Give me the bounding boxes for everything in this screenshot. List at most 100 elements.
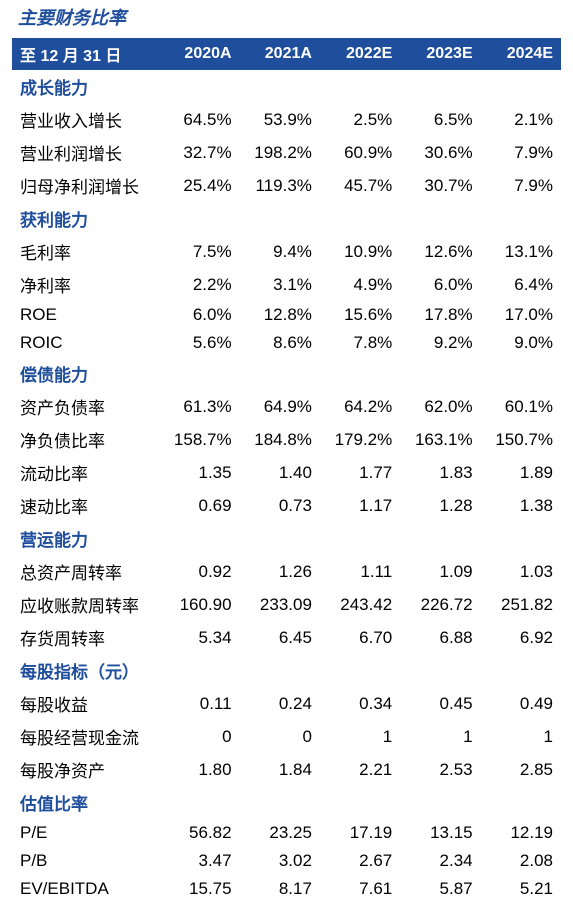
section-header-row: 成长能力 — [12, 70, 561, 103]
row-label: 每股经营现金流 — [12, 720, 159, 753]
table-row: ROE6.0%12.8%15.6%17.8%17.0% — [12, 301, 561, 329]
table-row: 资产负债率61.3%64.9%64.2%62.0%60.1% — [12, 390, 561, 423]
row-value: 6.70 — [320, 621, 400, 654]
table-row: 存货周转率5.346.456.706.886.92 — [12, 621, 561, 654]
row-value: 179.2% — [320, 423, 400, 456]
row-label: 营业利润增长 — [12, 136, 159, 169]
row-value: 0.11 — [159, 687, 239, 720]
row-value: 1.28 — [400, 489, 480, 522]
financial-ratios-table: 主要财务比率 至 12 月 31 日 2020A 2021A 2022E 202… — [0, 0, 573, 915]
row-label: 毛利率 — [12, 235, 159, 268]
row-value: 5.6% — [159, 329, 239, 357]
row-value: 184.8% — [240, 423, 320, 456]
row-value: 2.85 — [481, 753, 561, 786]
row-value: 1.40 — [240, 456, 320, 489]
row-value: 1.26 — [240, 555, 320, 588]
table-row: 归母净利润增长25.4%119.3%45.7%30.7%7.9% — [12, 169, 561, 202]
row-value: 17.8% — [400, 301, 480, 329]
row-label: 速动比率 — [12, 489, 159, 522]
row-label: EV/EBITDA — [12, 875, 159, 903]
row-label: 资产负债率 — [12, 390, 159, 423]
row-label: 每股收益 — [12, 687, 159, 720]
row-value: 233.09 — [240, 588, 320, 621]
table-row: 每股收益0.110.240.340.450.49 — [12, 687, 561, 720]
row-value: 64.5% — [159, 103, 239, 136]
row-value: 0.34 — [320, 687, 400, 720]
row-value: 6.5% — [400, 103, 480, 136]
row-value: 25.4% — [159, 169, 239, 202]
table-title: 主要财务比率 — [12, 4, 561, 30]
header-col-3: 2023E — [400, 38, 480, 70]
row-value: 60.9% — [320, 136, 400, 169]
section-name: 估值比率 — [12, 786, 561, 819]
row-value: 15.75 — [159, 875, 239, 903]
row-value: 2.08 — [481, 847, 561, 875]
section-header-row: 获利能力 — [12, 202, 561, 235]
row-value: 0 — [159, 720, 239, 753]
row-value: 6.0% — [400, 268, 480, 301]
row-value: 23.25 — [240, 819, 320, 847]
row-value: 7.8% — [320, 329, 400, 357]
row-value: 150.7% — [481, 423, 561, 456]
row-value: 6.88 — [400, 621, 480, 654]
row-value: 158.7% — [159, 423, 239, 456]
row-value: 6.45 — [240, 621, 320, 654]
row-value: 119.3% — [240, 169, 320, 202]
header-col-0: 2020A — [159, 38, 239, 70]
row-value: 198.2% — [240, 136, 320, 169]
row-value: 0.45 — [400, 687, 480, 720]
section-header-row: 偿债能力 — [12, 357, 561, 390]
row-value: 13.15 — [400, 819, 480, 847]
row-value: 2.34 — [400, 847, 480, 875]
row-value: 0.73 — [240, 489, 320, 522]
row-value: 1.09 — [400, 555, 480, 588]
section-name: 获利能力 — [12, 202, 561, 235]
header-col-4: 2024E — [481, 38, 561, 70]
row-value: 6.4% — [481, 268, 561, 301]
table-row: 每股经营现金流00111 — [12, 720, 561, 753]
row-value: 1.35 — [159, 456, 239, 489]
row-value: 15.6% — [320, 301, 400, 329]
section-header-row: 营运能力 — [12, 522, 561, 555]
row-label: 净利率 — [12, 268, 159, 301]
row-value: 2.67 — [320, 847, 400, 875]
table-row: P/E56.8223.2517.1913.1512.19 — [12, 819, 561, 847]
row-value: 4.9% — [320, 268, 400, 301]
row-value: 8.17 — [240, 875, 320, 903]
row-value: 251.82 — [481, 588, 561, 621]
section-name: 营运能力 — [12, 522, 561, 555]
row-value: 160.90 — [159, 588, 239, 621]
row-value: 1 — [400, 720, 480, 753]
row-value: 60.1% — [481, 390, 561, 423]
section-name: 每股指标（元） — [12, 654, 561, 687]
header-label: 至 12 月 31 日 — [12, 38, 159, 70]
row-value: 53.9% — [240, 103, 320, 136]
row-label: 归母净利润增长 — [12, 169, 159, 202]
section-name: 成长能力 — [12, 70, 561, 103]
table-row: 净负债比率158.7%184.8%179.2%163.1%150.7% — [12, 423, 561, 456]
row-value: 1.11 — [320, 555, 400, 588]
table-row: 毛利率7.5%9.4%10.9%12.6%13.1% — [12, 235, 561, 268]
row-value: 9.2% — [400, 329, 480, 357]
row-value: 12.19 — [481, 819, 561, 847]
row-value: 3.47 — [159, 847, 239, 875]
row-value: 2.21 — [320, 753, 400, 786]
row-value: 1.03 — [481, 555, 561, 588]
table-row: 营业利润增长32.7%198.2%60.9%30.6%7.9% — [12, 136, 561, 169]
table-row: 应收账款周转率160.90233.09243.42226.72251.82 — [12, 588, 561, 621]
row-value: 17.19 — [320, 819, 400, 847]
row-value: 13.1% — [481, 235, 561, 268]
row-value: 1 — [481, 720, 561, 753]
row-value: 56.82 — [159, 819, 239, 847]
row-value: 12.8% — [240, 301, 320, 329]
row-value: 0.92 — [159, 555, 239, 588]
row-value: 1.83 — [400, 456, 480, 489]
row-value: 5.34 — [159, 621, 239, 654]
row-value: 6.92 — [481, 621, 561, 654]
row-value: 1.17 — [320, 489, 400, 522]
table-row: 净利率2.2%3.1%4.9%6.0%6.4% — [12, 268, 561, 301]
row-value: 1.89 — [481, 456, 561, 489]
row-label: 净负债比率 — [12, 423, 159, 456]
row-label: P/B — [12, 847, 159, 875]
row-label: 总资产周转率 — [12, 555, 159, 588]
